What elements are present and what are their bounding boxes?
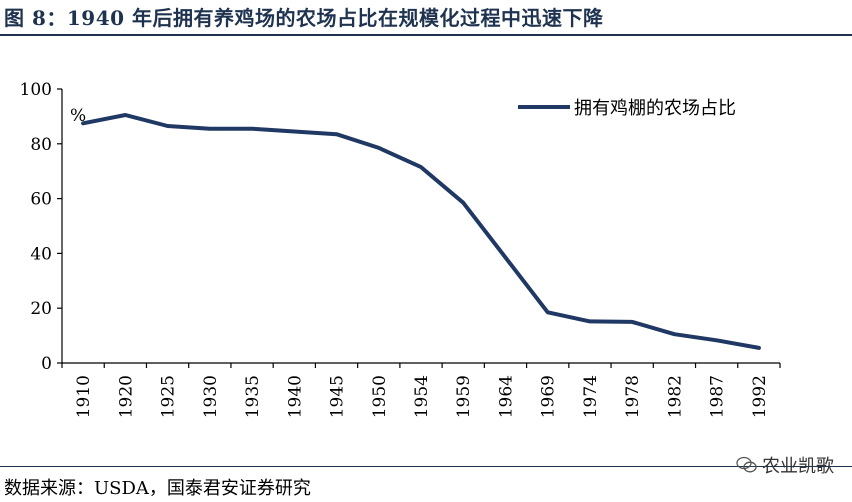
legend-label: 拥有鸡棚的农场占比 [574, 98, 736, 119]
figure-title-bar: 图 8：1940 年后拥有养鸡场的农场占比在规模化过程中迅速下降 [0, 0, 852, 34]
figure-title: 图 8：1940 年后拥有养鸡场的农场占比在规模化过程中迅速下降 [4, 6, 604, 30]
x-tick-label: 1954 [412, 375, 432, 418]
legend: 拥有鸡棚的农场占比 [518, 98, 736, 119]
series-line [81, 113, 761, 350]
x-tick-label: 1945 [328, 375, 348, 418]
x-tick-label: 1920 [116, 375, 136, 418]
y-tick-label: 60 [30, 190, 52, 210]
y-tick-label: 20 [30, 299, 52, 319]
x-tick-label: 1992 [750, 375, 770, 418]
x-tick-label: 1987 [708, 375, 728, 418]
x-tick-label: 1940 [285, 375, 305, 418]
x-tick-label: 1930 [201, 375, 221, 418]
footer-divider [0, 466, 852, 467]
x-tick-label: 1935 [243, 375, 263, 418]
axes [57, 88, 781, 368]
source-note: 数据来源：USDA，国泰君安证券研究 [4, 478, 311, 499]
x-tick-label: 1910 [74, 375, 94, 418]
watermark-text: 农业凯歌 [762, 456, 834, 477]
x-tick-label: 1969 [539, 375, 559, 418]
y-tick-labels: 0 20 40 60 80 100% [20, 80, 87, 374]
x-tick-label: 1974 [581, 375, 601, 418]
wechat-icon [736, 456, 757, 473]
y-tick-label: 80 [30, 135, 52, 155]
x-tick-label: 1950 [370, 375, 390, 418]
x-tick-label: 1959 [454, 375, 474, 418]
x-tick-label: 1964 [496, 375, 516, 418]
watermark: 农业凯歌 [736, 452, 834, 478]
x-tick-labels: 1910 1920 1925 1930 1935 1940 1945 1950 1954 1959… [74, 375, 770, 418]
y-tick-label: 40 [30, 244, 52, 264]
x-tick-label: 1925 [159, 375, 179, 418]
x-tick-label: 1978 [623, 375, 643, 418]
x-tick-label: 1982 [665, 375, 685, 418]
title-divider [0, 34, 852, 36]
y-tick-label: 0 [41, 354, 52, 374]
series-layer [81, 113, 761, 350]
y-tick-label: 100 [20, 80, 52, 100]
y-unit-label: % [70, 106, 86, 126]
